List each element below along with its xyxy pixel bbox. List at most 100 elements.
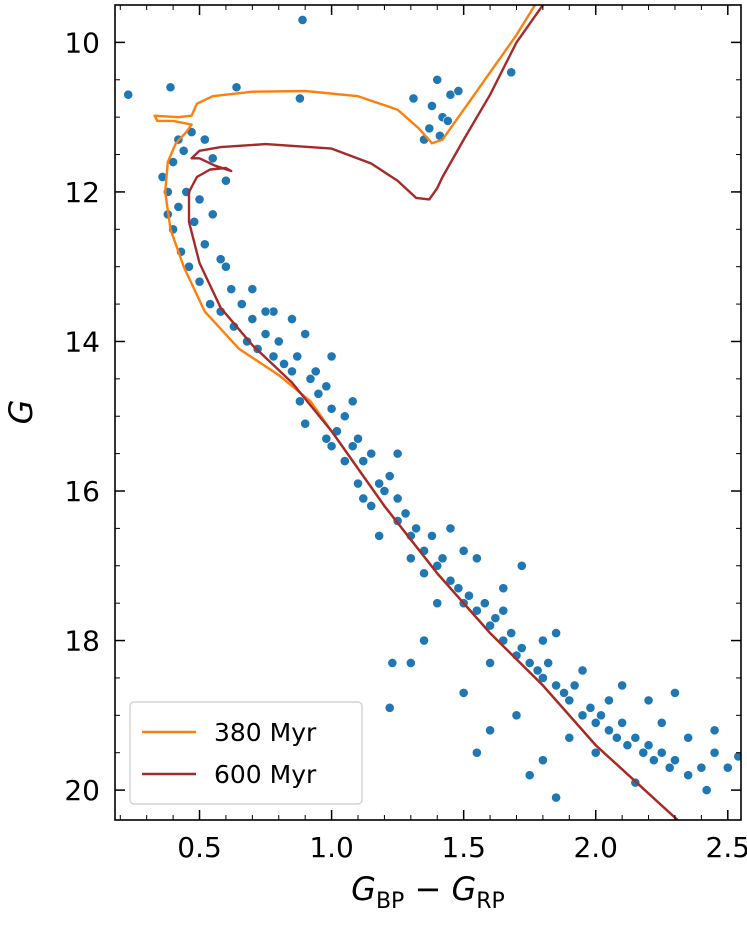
data-point xyxy=(490,613,501,624)
data-point xyxy=(670,755,680,766)
data-point xyxy=(458,687,469,698)
data-point xyxy=(564,732,575,743)
data-point xyxy=(516,560,527,571)
axes: 0.5 1.0 1.5 2.0 2.5 10 12 14 16 18 20 xyxy=(64,4,747,864)
data-point xyxy=(392,493,403,504)
data-point xyxy=(577,665,588,676)
data-point xyxy=(408,93,419,104)
data-point xyxy=(173,201,184,212)
data-point xyxy=(405,553,416,564)
data-point xyxy=(442,115,453,126)
data-point xyxy=(709,725,720,736)
data-point xyxy=(445,89,456,100)
y-tick-label: 16 xyxy=(64,475,100,508)
data-point xyxy=(411,523,422,534)
data-point xyxy=(205,299,215,309)
data-point xyxy=(242,336,252,347)
data-point xyxy=(419,568,429,579)
data-point xyxy=(424,123,435,134)
data-point xyxy=(622,740,633,751)
data-point xyxy=(471,747,482,758)
data-point xyxy=(617,717,628,728)
x-label-part: − G xyxy=(404,870,476,908)
data-point xyxy=(516,643,527,653)
data-point xyxy=(696,762,707,773)
data-point xyxy=(590,717,601,728)
x-label-subscript: RP xyxy=(476,889,505,914)
data-point xyxy=(313,388,324,399)
data-point xyxy=(221,175,231,186)
plot-frame xyxy=(114,4,742,821)
data-point xyxy=(485,620,495,631)
data-point xyxy=(604,725,614,736)
data-point xyxy=(453,583,464,594)
data-point xyxy=(194,194,205,205)
data-point xyxy=(709,747,720,758)
data-point xyxy=(260,306,271,317)
data-point xyxy=(374,530,385,541)
data-point xyxy=(471,605,482,616)
data-point xyxy=(279,358,289,369)
legend: 380 Myr 600 Myr xyxy=(129,701,363,805)
data-point xyxy=(464,590,474,601)
y-tick-label: 14 xyxy=(64,325,100,358)
x-tick-label: 2.5 xyxy=(706,831,747,864)
data-point xyxy=(273,336,284,347)
data-point xyxy=(326,441,337,452)
data-point xyxy=(432,598,443,609)
y-tick-label: 12 xyxy=(64,176,100,209)
data-point xyxy=(358,456,369,467)
data-point xyxy=(551,792,562,803)
data-point xyxy=(199,134,210,145)
data-point xyxy=(537,673,548,683)
data-point xyxy=(310,366,321,377)
data-point xyxy=(387,658,398,668)
data-point xyxy=(207,209,218,220)
data-point xyxy=(347,396,358,407)
data-point xyxy=(326,403,337,414)
data-point xyxy=(339,456,350,467)
data-point xyxy=(656,717,667,728)
data-point xyxy=(305,373,316,384)
data-point xyxy=(294,93,305,104)
x-tick-label: 0.5 xyxy=(177,831,222,864)
data-point xyxy=(506,628,517,638)
data-point xyxy=(656,747,667,758)
data-point xyxy=(670,687,680,698)
x-tick-label: 1.0 xyxy=(309,831,354,864)
y-tick-label: 18 xyxy=(64,625,100,658)
data-point xyxy=(643,695,654,706)
data-point xyxy=(683,732,694,743)
data-point xyxy=(432,74,443,85)
data-point xyxy=(445,523,456,534)
data-point xyxy=(604,695,614,706)
data-point xyxy=(543,658,554,668)
data-point xyxy=(287,366,297,377)
data-point xyxy=(445,575,456,586)
data-point xyxy=(123,89,134,100)
data-point xyxy=(300,329,311,339)
data-point xyxy=(701,785,712,795)
y-axis-label: G xyxy=(2,400,40,425)
data-point xyxy=(551,628,562,638)
data-point xyxy=(419,635,429,646)
data-point xyxy=(353,478,363,489)
data-point xyxy=(585,702,596,713)
data-point xyxy=(366,448,377,459)
data-point xyxy=(260,329,271,339)
data-point xyxy=(664,762,675,773)
data-point xyxy=(400,508,411,519)
data-point xyxy=(178,145,189,156)
data-point xyxy=(268,351,279,362)
data-point xyxy=(366,501,377,511)
data-point xyxy=(294,396,305,407)
data-point xyxy=(339,411,350,422)
data-point xyxy=(617,680,628,691)
data-point xyxy=(577,710,588,721)
data-point xyxy=(215,254,226,265)
data-point xyxy=(498,605,509,616)
data-point xyxy=(321,381,332,392)
data-point xyxy=(427,101,437,111)
x-tick-label: 2.0 xyxy=(573,831,618,864)
data-point xyxy=(569,680,580,691)
